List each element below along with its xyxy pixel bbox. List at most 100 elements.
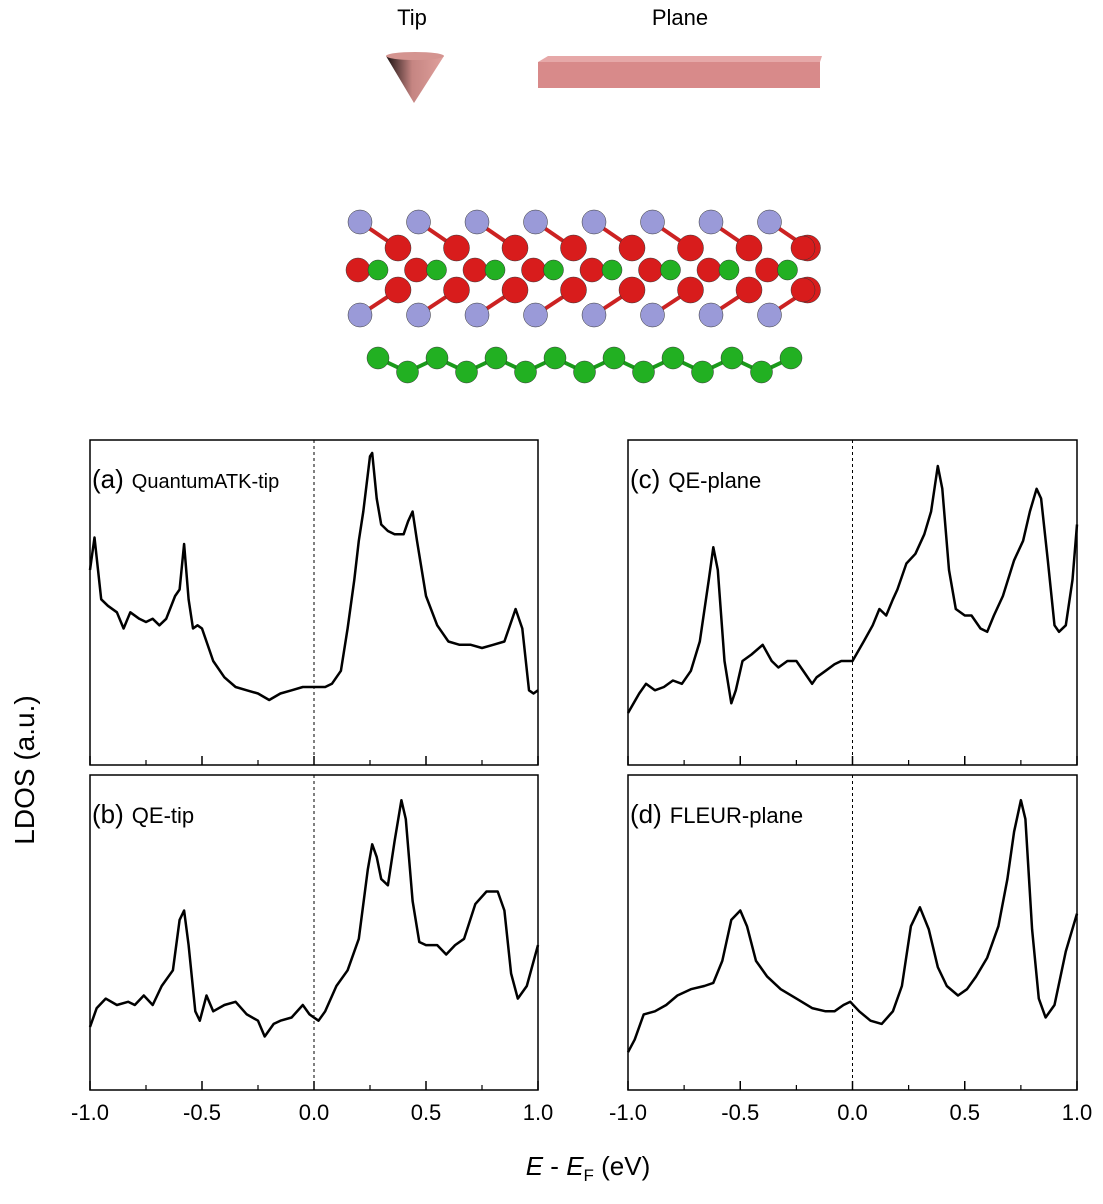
panel-label: (c) QE-plane	[630, 464, 761, 494]
atom	[462, 257, 488, 283]
x-axis-label-part: E	[566, 1151, 584, 1181]
x-tick-label: -0.5	[721, 1100, 759, 1125]
y-axis-label: LDOS (a.u.)	[9, 695, 40, 844]
atom	[366, 346, 390, 370]
panel-title: QE-plane	[668, 468, 761, 493]
atom	[581, 209, 607, 235]
x-tick-label: -0.5	[183, 1100, 221, 1125]
ldos-line	[626, 798, 1079, 1053]
atom	[464, 302, 490, 328]
panel: -1.0 -0.5 0.0 0.5 1.0 (d) FLEUR-plane	[609, 774, 1093, 1125]
plane-top	[538, 56, 822, 62]
atom	[618, 234, 646, 262]
atom	[735, 234, 763, 262]
atom	[579, 257, 605, 283]
atom	[720, 346, 744, 370]
atom	[514, 360, 537, 384]
x-tick-label: 1.0	[1062, 1100, 1093, 1125]
schematic: Tip Plane	[386, 5, 822, 103]
x-tick-label: 0.0	[299, 1100, 330, 1125]
atom	[345, 257, 371, 283]
atom	[638, 257, 663, 283]
x-axis-label-part: F	[584, 1166, 594, 1185]
panel: (a) QuantumATK-tip	[88, 439, 539, 766]
atom	[735, 276, 763, 304]
ldos-line	[88, 798, 540, 1038]
atom	[464, 209, 490, 235]
atom	[718, 259, 740, 281]
atom	[698, 302, 724, 328]
panel-title: FLEUR-plane	[670, 803, 803, 828]
x-axis-label-part: (eV)	[594, 1151, 650, 1181]
atom	[523, 302, 548, 328]
atom	[523, 209, 548, 235]
plots: (a) QuantumATK-tip -1.0 -0.5 0.0 0.5 1.0 (b) QE-…	[71, 439, 1093, 1125]
atom	[640, 209, 665, 235]
x-tick-label: -1.0	[609, 1100, 647, 1125]
atom	[406, 302, 431, 328]
atom	[573, 360, 596, 384]
atom	[660, 259, 681, 281]
atom	[404, 257, 429, 283]
atom	[443, 276, 470, 304]
atom	[501, 276, 529, 304]
x-axis-label: E - EF (eV)	[526, 1151, 651, 1185]
tip-label: Tip	[397, 5, 427, 30]
ldos-line	[88, 451, 539, 702]
panel-label: (d) FLEUR-plane	[630, 799, 803, 829]
panel-letter: (b)	[92, 799, 124, 829]
atom	[757, 302, 782, 328]
atom	[677, 234, 704, 262]
plane-label: Plane	[652, 5, 708, 30]
atom	[501, 234, 529, 262]
x-tick-label: 0.5	[411, 1100, 442, 1125]
atom	[560, 234, 587, 262]
atom	[790, 277, 816, 303]
atom	[691, 360, 714, 384]
atom	[640, 302, 665, 328]
panel-title: QuantumATK-tip	[132, 471, 279, 493]
atom	[384, 234, 412, 262]
x-axis-label-part: -	[543, 1151, 566, 1181]
atom	[779, 346, 803, 370]
ldos-line	[626, 464, 1079, 714]
atom	[455, 360, 478, 384]
atom	[581, 302, 607, 328]
x-tick-label: 0.5	[949, 1100, 980, 1125]
panel-letter: (c)	[630, 464, 660, 494]
atom	[698, 209, 724, 235]
molecule	[345, 209, 821, 384]
atom	[484, 346, 508, 370]
atom	[677, 276, 704, 304]
atom	[560, 276, 587, 304]
atom	[543, 346, 567, 370]
tip-cone	[386, 56, 444, 103]
panel-label: (a) QuantumATK-tip	[92, 464, 279, 494]
atom	[750, 360, 773, 384]
atom	[426, 259, 447, 281]
atom	[602, 346, 626, 370]
atom	[484, 259, 506, 281]
atom	[347, 302, 373, 328]
atom	[661, 346, 685, 370]
x-tick-label: 0.0	[837, 1100, 868, 1125]
tip-top	[386, 52, 444, 60]
atom	[521, 257, 546, 283]
atom	[443, 234, 470, 262]
atom	[425, 346, 449, 370]
atom	[406, 209, 431, 235]
atom	[632, 360, 655, 384]
panel-title: QE-tip	[132, 803, 194, 828]
panel-letter: (d)	[630, 799, 662, 829]
panel-label: (b) QE-tip	[92, 799, 194, 829]
panel: -1.0 -0.5 0.0 0.5 1.0 (b) QE-tip	[71, 774, 553, 1125]
atom	[696, 257, 722, 283]
atom	[601, 259, 623, 281]
panel-letter: (a)	[92, 464, 124, 494]
atom	[396, 360, 419, 384]
atom	[543, 259, 564, 281]
atom	[777, 259, 798, 281]
atom	[367, 259, 389, 281]
atom	[790, 235, 816, 261]
